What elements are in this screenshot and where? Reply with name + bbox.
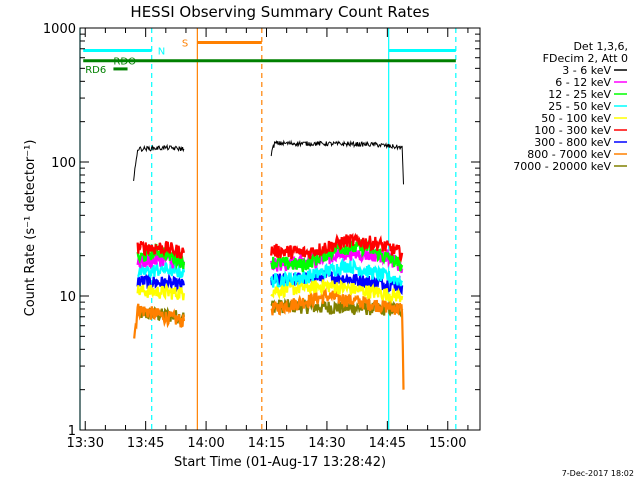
legend-label-0: 3 - 6 keV bbox=[562, 64, 611, 77]
legend-label-2: 12 - 25 keV bbox=[548, 88, 611, 101]
series-line-0-1 bbox=[270, 139, 404, 185]
timestamp: 7-Dec-2017 18:02 bbox=[562, 469, 634, 478]
x-axis-label: Start Time (01-Aug-17 13:28:42) bbox=[174, 455, 386, 470]
y-tick-label-2: 100 bbox=[51, 156, 76, 171]
legend-label-1: 6 - 12 keV bbox=[555, 76, 611, 89]
x-tick-label-3: 14:15 bbox=[248, 436, 285, 451]
flag-label-rd6: RD6 bbox=[85, 65, 106, 76]
series-line-0-0 bbox=[133, 143, 185, 181]
legend-header-1: FDecim 2, Att 0 bbox=[543, 52, 628, 65]
flag-label-s: S bbox=[182, 38, 188, 49]
series-line-5-0 bbox=[136, 240, 185, 259]
plot-frame bbox=[79, 27, 481, 431]
y-tick-label-1: 10 bbox=[59, 290, 76, 305]
legend-label-7: 800 - 7000 keV bbox=[527, 148, 611, 161]
series-line-4-0 bbox=[136, 282, 185, 301]
x-tick-label-1: 13:45 bbox=[127, 436, 164, 451]
x-tick-label-2: 14:00 bbox=[187, 436, 224, 451]
x-tick-label-6: 15:00 bbox=[429, 436, 466, 451]
plot-area: N S RDO RD6 1 10 100 1000 13:30 13:45 14:00 14:15 14… bbox=[43, 22, 481, 451]
x-tick-label-5: 14:45 bbox=[369, 436, 406, 451]
y-axis-label: Count Rate (s⁻¹ detector⁻¹) bbox=[23, 140, 38, 317]
y-tick-label-0: 1 bbox=[68, 424, 76, 439]
flag-label-rdo: RDO bbox=[113, 57, 136, 68]
y-tick-label-3: 1000 bbox=[43, 22, 76, 37]
legend-label-4: 50 - 100 keV bbox=[541, 112, 611, 125]
legend-label-8: 7000 - 20000 keV bbox=[513, 160, 611, 173]
series-line-7-0 bbox=[133, 303, 185, 339]
legend-header-0: Det 1,3,6, bbox=[573, 40, 628, 53]
legend-label-5: 100 - 300 keV bbox=[534, 124, 611, 137]
x-tick-label-0: 13:30 bbox=[67, 436, 104, 451]
x-tick-label-4: 14:30 bbox=[308, 436, 345, 451]
series-line-3-1 bbox=[270, 257, 404, 288]
legend-label-3: 25 - 50 keV bbox=[548, 100, 611, 113]
flag-label-n: N bbox=[158, 46, 165, 57]
series-line-6-0 bbox=[136, 272, 185, 292]
chart-title: HESSI Observing Summary Count Rates bbox=[130, 3, 429, 21]
series-line-5-1 bbox=[270, 232, 404, 263]
legend-label-6: 300 - 800 keV bbox=[534, 136, 611, 149]
